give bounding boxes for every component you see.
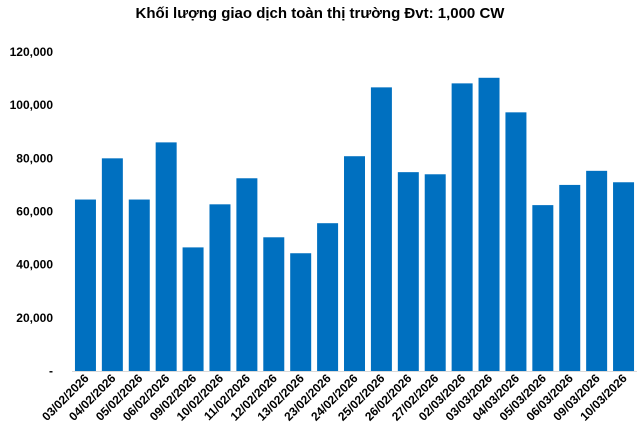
y-tick-label: 100,000 [10, 98, 54, 112]
bar [613, 182, 635, 371]
bar [370, 87, 392, 372]
bar [101, 158, 123, 371]
bar [397, 172, 419, 371]
bar [317, 223, 339, 371]
y-tick-label: 60,000 [16, 205, 53, 219]
y-tick-label: 80,000 [16, 151, 53, 165]
y-tick-label: 120,000 [10, 45, 54, 59]
bar [478, 77, 500, 371]
bar [505, 112, 527, 371]
bar [559, 184, 581, 371]
y-tick-label: 40,000 [16, 258, 53, 272]
bar [290, 253, 312, 371]
bar [532, 205, 554, 371]
y-tick-label: 20,000 [16, 311, 53, 325]
bar [182, 247, 204, 371]
bar [128, 199, 150, 371]
bar [586, 170, 608, 371]
bar [236, 178, 258, 371]
bar [74, 199, 96, 371]
chart-title: Khối lượng giao dịch toàn thị trường Đvt… [135, 5, 505, 22]
bar [263, 237, 285, 371]
bar [344, 156, 365, 371]
y-tick-label: - [49, 364, 53, 378]
bar [155, 142, 177, 371]
bar [209, 204, 231, 371]
bar [424, 174, 446, 371]
bar [451, 83, 473, 372]
